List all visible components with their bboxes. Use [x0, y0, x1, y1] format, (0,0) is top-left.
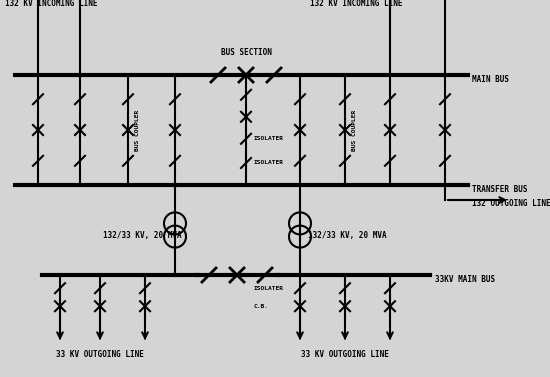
- Text: ISOLATER: ISOLATER: [254, 161, 284, 166]
- Text: TRANSFER BUS: TRANSFER BUS: [472, 184, 527, 193]
- Text: C.B.: C.B.: [254, 304, 269, 309]
- Text: BUS SECTION: BUS SECTION: [221, 48, 272, 57]
- Text: 132/33 KV, 20 MVA: 132/33 KV, 20 MVA: [308, 231, 387, 240]
- Text: BUS COUPLER: BUS COUPLER: [135, 109, 140, 151]
- Text: ISOLATER: ISOLATER: [254, 136, 284, 141]
- Text: 33 KV OUTGOING LINE: 33 KV OUTGOING LINE: [301, 350, 389, 359]
- Text: 132 KV INCOMING LINE: 132 KV INCOMING LINE: [5, 0, 97, 8]
- Text: MAIN BUS: MAIN BUS: [472, 75, 509, 83]
- Text: 132 OUTGOING LINE: 132 OUTGOING LINE: [472, 199, 550, 208]
- Text: 132 KV INCOMING LINE: 132 KV INCOMING LINE: [310, 0, 403, 8]
- Text: BUS COUPLER: BUS COUPLER: [352, 109, 357, 151]
- Text: ISOLATER: ISOLATER: [254, 286, 284, 291]
- Text: 33KV MAIN BUS: 33KV MAIN BUS: [435, 274, 495, 284]
- Text: 33 KV OUTGOING LINE: 33 KV OUTGOING LINE: [56, 350, 144, 359]
- Text: 132/33 KV, 20 MVA: 132/33 KV, 20 MVA: [103, 231, 182, 240]
